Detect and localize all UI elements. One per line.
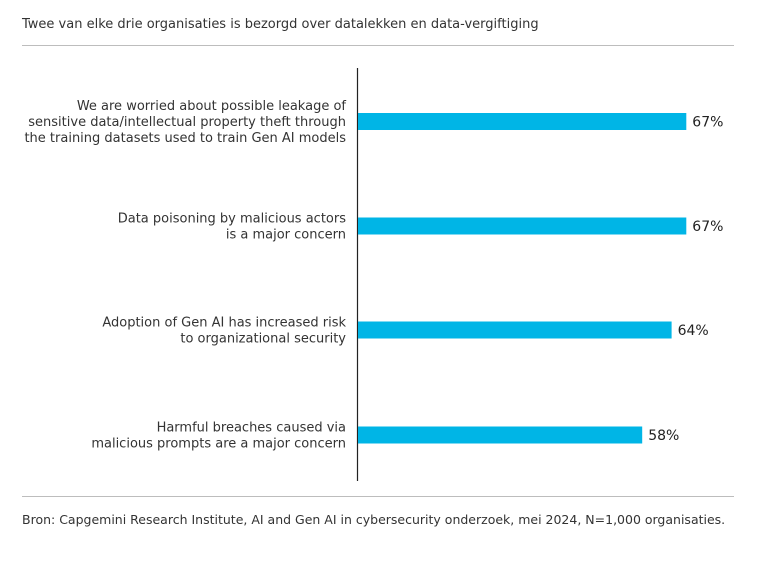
category-label-4-line-2: malicious prompts are a major concern — [91, 437, 346, 452]
bar-2 — [358, 217, 687, 235]
value-label-4: 58% — [648, 428, 679, 444]
bar-1 — [358, 113, 687, 130]
category-label-2-line-1: Data poisoning by malicious actors — [118, 212, 346, 227]
bottom-divider — [22, 496, 734, 497]
category-label-3-line-1: Adoption of Gen AI has increased risk — [102, 316, 346, 331]
value-label-1: 67% — [692, 115, 723, 131]
category-label-2-line-2: is a major concern — [226, 228, 346, 243]
top-divider — [22, 45, 734, 46]
category-label-1-line-2: sensitive data/intellectual property the… — [28, 115, 346, 130]
category-label-1-line-1: We are worried about possible leakage of — [77, 99, 347, 114]
bar-4 — [358, 426, 643, 444]
chart-title: Twee van elke drie organisaties is bezor… — [22, 17, 539, 32]
category-label-1-line-3: the training datasets used to train Gen … — [24, 131, 346, 146]
category-label-3-line-2: to organizational security — [180, 332, 346, 347]
value-label-3: 64% — [678, 323, 709, 339]
source-note: Bron: Capgemini Research Institute, AI a… — [22, 512, 726, 527]
value-label-2: 67% — [692, 219, 723, 235]
category-label-4-line-1: Harmful breaches caused via — [157, 421, 346, 436]
bar-3 — [358, 321, 672, 339]
